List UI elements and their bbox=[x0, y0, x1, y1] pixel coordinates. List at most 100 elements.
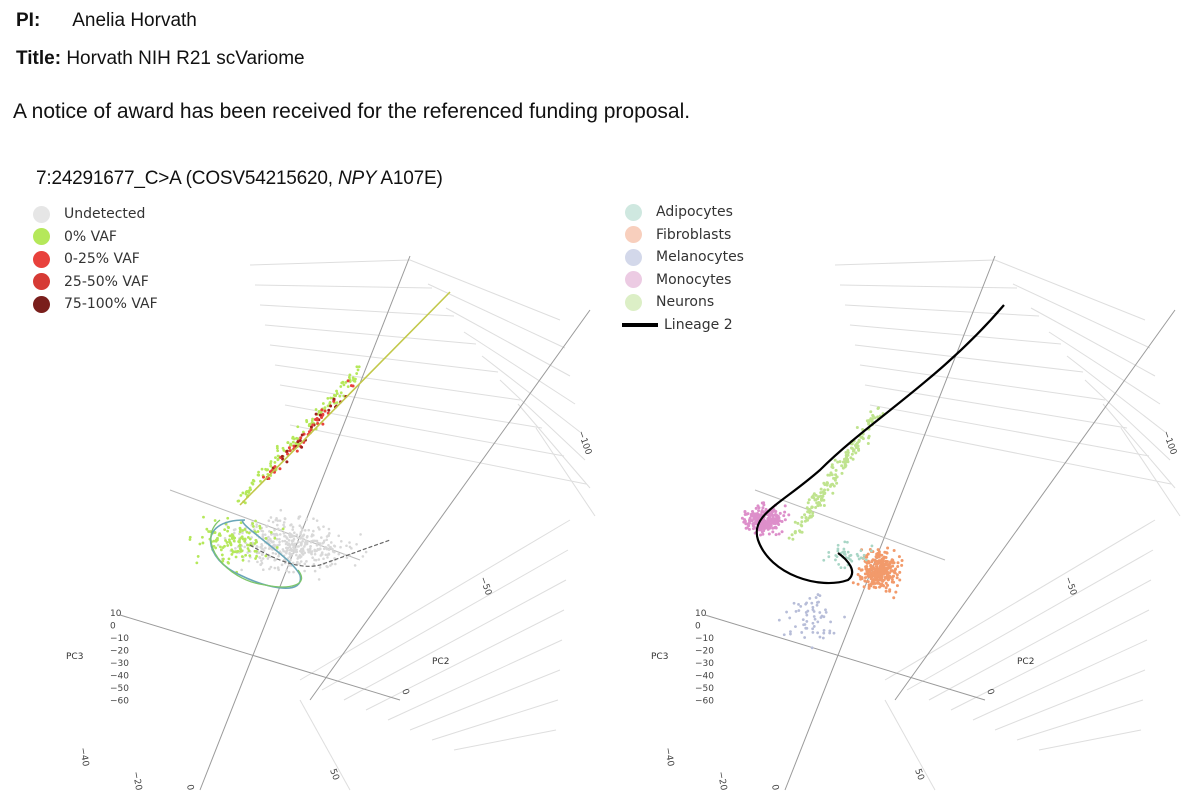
pc3-tick-label: −30 bbox=[695, 659, 714, 669]
cell-point-melanocyte bbox=[816, 620, 820, 624]
cell-point-melanocyte bbox=[822, 631, 826, 635]
legend-item[interactable]: 25-50% VAF bbox=[33, 271, 158, 294]
cell-point-0vaf bbox=[254, 519, 257, 523]
cell-point-undetected bbox=[288, 543, 292, 547]
legend-item[interactable]: Fibroblasts bbox=[622, 224, 744, 247]
cell-point-fibroblast bbox=[859, 577, 863, 581]
cell-point-0vaf bbox=[228, 538, 231, 542]
cell-point-adipocyte bbox=[864, 558, 868, 562]
cell-point-undetected bbox=[273, 566, 277, 570]
cell-point-vaf bbox=[329, 404, 333, 408]
cell-point-neuron bbox=[833, 458, 837, 462]
grid-line bbox=[1012, 283, 1151, 349]
cell-point-vaf bbox=[320, 416, 324, 420]
cell-point-fibroblast bbox=[898, 570, 902, 574]
cell-point-monocyte bbox=[783, 504, 787, 508]
cell-point-0vaf bbox=[238, 526, 242, 530]
cell-point-undetected bbox=[317, 578, 321, 581]
cell-point-0vaf bbox=[275, 444, 279, 448]
cell-point-fibroblast bbox=[870, 568, 874, 572]
cell-point-undetected bbox=[318, 542, 322, 545]
cell-point-undetected bbox=[302, 549, 305, 553]
pc1-tick-label: −20 bbox=[715, 771, 728, 792]
cell-point-fibroblast bbox=[900, 558, 904, 562]
cell-point-melanocyte bbox=[794, 610, 798, 613]
cell-point-monocyte bbox=[774, 533, 778, 537]
cell-point-0vaf bbox=[246, 547, 250, 550]
cell-point-fibroblast bbox=[874, 559, 878, 563]
cell-point-0vaf bbox=[248, 537, 252, 541]
pc2-axis-label: PC2 bbox=[1017, 657, 1034, 667]
cell-point-undetected bbox=[247, 559, 251, 563]
cell-point-vaf bbox=[281, 457, 285, 461]
cell-point-fibroblast bbox=[876, 579, 880, 583]
pc3-tick-label: 0 bbox=[695, 622, 701, 632]
cell-point-0vaf bbox=[243, 528, 247, 531]
legend-item[interactable]: 0% VAF bbox=[33, 226, 158, 249]
cell-point-melanocyte bbox=[804, 626, 808, 630]
grid-line bbox=[463, 331, 576, 405]
cell-point-0vaf bbox=[247, 489, 251, 493]
cell-point-neuron bbox=[791, 537, 795, 541]
cell-point-0vaf bbox=[241, 558, 245, 562]
cell-point-adipocyte bbox=[836, 547, 840, 551]
cell-point-0vaf bbox=[317, 409, 321, 413]
cell-point-0vaf bbox=[339, 391, 343, 395]
legend-item[interactable]: 75-100% VAF bbox=[33, 293, 158, 316]
cell-point-undetected bbox=[348, 545, 352, 549]
cell-point-monocyte bbox=[747, 527, 751, 531]
cell-point-undetected bbox=[308, 547, 312, 551]
legend-item[interactable]: Neurons bbox=[622, 291, 744, 314]
legend-item[interactable]: 0-25% VAF bbox=[33, 248, 158, 271]
cell-point-undetected bbox=[315, 549, 318, 553]
cell-point-fibroblast bbox=[896, 565, 900, 569]
cell-point-undetected bbox=[337, 534, 341, 538]
cell-point-neuron bbox=[820, 496, 824, 500]
cell-point-undetected bbox=[300, 526, 303, 529]
cell-point-monocyte bbox=[780, 530, 784, 534]
cell-point-undetected bbox=[340, 539, 343, 543]
trajectory-curve bbox=[210, 519, 303, 588]
cell-point-melanocyte bbox=[812, 625, 816, 628]
cell-point-0vaf bbox=[269, 464, 273, 468]
legend-item[interactable]: Melanocytes bbox=[622, 246, 744, 269]
cell-point-monocyte bbox=[762, 503, 766, 507]
cell-point-0vaf bbox=[244, 553, 248, 557]
grid-line bbox=[994, 259, 1146, 321]
grid-line bbox=[264, 324, 477, 345]
grid-line bbox=[1066, 355, 1166, 433]
cell-point-neuron bbox=[812, 496, 816, 500]
cell-point-melanocyte bbox=[828, 631, 832, 635]
cell-point-0vaf bbox=[205, 527, 209, 531]
cell-point-undetected bbox=[318, 528, 321, 531]
cell-point-undetected bbox=[288, 564, 291, 567]
legend-item-lineage[interactable]: Lineage 2 bbox=[622, 314, 744, 337]
legend-item[interactable]: Undetected bbox=[33, 203, 158, 226]
cell-point-0vaf bbox=[276, 454, 280, 458]
cell-point-neuron bbox=[807, 498, 811, 502]
cell-point-melanocyte bbox=[810, 601, 814, 605]
cell-point-undetected bbox=[269, 516, 273, 519]
cell-point-undetected bbox=[296, 557, 299, 560]
cell-point-monocyte bbox=[759, 533, 763, 537]
cell-point-neuron bbox=[803, 513, 807, 517]
cell-point-undetected bbox=[307, 528, 311, 532]
cell-point-undetected bbox=[279, 528, 283, 532]
legend-item[interactable]: Adipocytes bbox=[622, 201, 744, 224]
cell-point-0vaf bbox=[353, 379, 357, 383]
cell-point-melanocyte bbox=[808, 596, 812, 600]
cell-point-0vaf bbox=[323, 406, 327, 410]
cell-point-neuron bbox=[844, 456, 848, 460]
cell-point-undetected bbox=[293, 531, 296, 534]
cell-point-neuron bbox=[851, 457, 855, 461]
cell-point-neuron bbox=[835, 481, 839, 485]
cell-point-neuron bbox=[819, 487, 823, 491]
cell-point-undetected bbox=[291, 561, 295, 565]
cell-point-monocyte bbox=[767, 532, 771, 536]
cell-point-undetected bbox=[315, 539, 319, 543]
cell-point-0vaf bbox=[276, 449, 280, 453]
cell-point-neuron bbox=[855, 425, 859, 429]
cell-point-fibroblast bbox=[895, 573, 899, 577]
cell-point-0vaf bbox=[231, 550, 235, 554]
legend-item[interactable]: Monocytes bbox=[622, 269, 744, 292]
